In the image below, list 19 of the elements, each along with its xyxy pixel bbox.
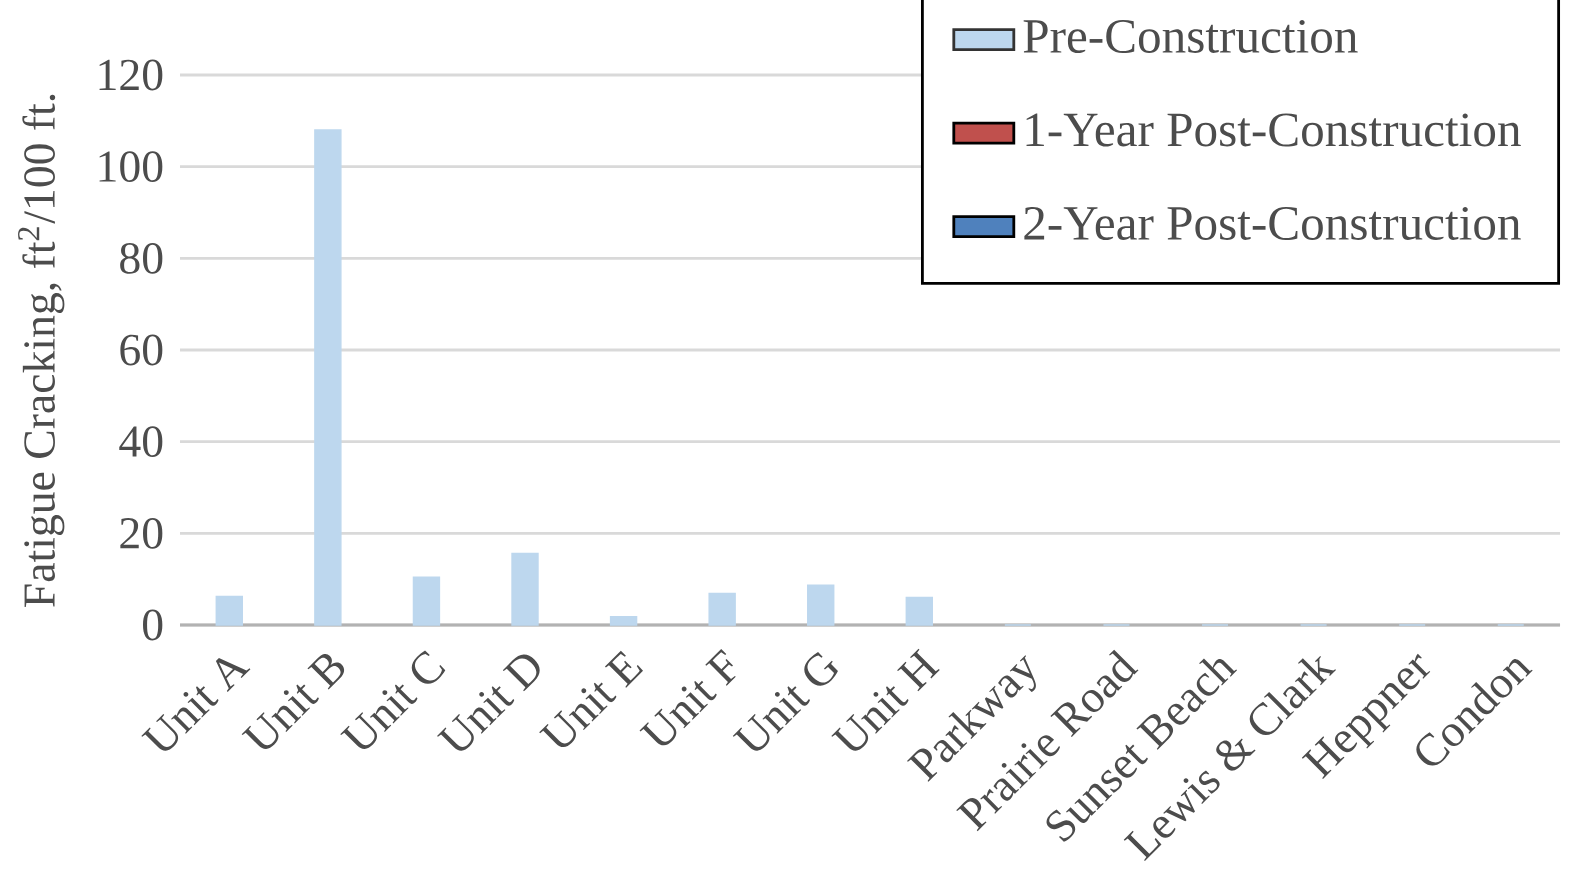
bar <box>412 576 441 626</box>
legend-label: Pre-Construction <box>1023 19 1358 53</box>
legend-label: 2-Year Post-Construction <box>1024 206 1521 240</box>
bar <box>905 596 934 626</box>
y-tick-label: 40 <box>119 426 163 458</box>
y-axis-title: Fatigue Cracking, ft$^{2}$/100 ft. <box>18 94 65 607</box>
bar <box>609 616 638 626</box>
bar <box>708 592 736 626</box>
bar <box>807 584 835 626</box>
bar <box>314 129 342 626</box>
y-tick-label: 80 <box>120 242 163 274</box>
y-tick-label: 100 <box>99 151 163 183</box>
y-tick-label: 20 <box>120 517 163 549</box>
legend-label: 1-Year Post-Construction <box>1026 113 1521 147</box>
bar <box>215 595 244 626</box>
y-tick-label: 60 <box>120 334 163 366</box>
y-tick-label: 120 <box>99 59 163 91</box>
y-tick-label: 0 <box>143 609 163 641</box>
bar <box>511 552 539 626</box>
